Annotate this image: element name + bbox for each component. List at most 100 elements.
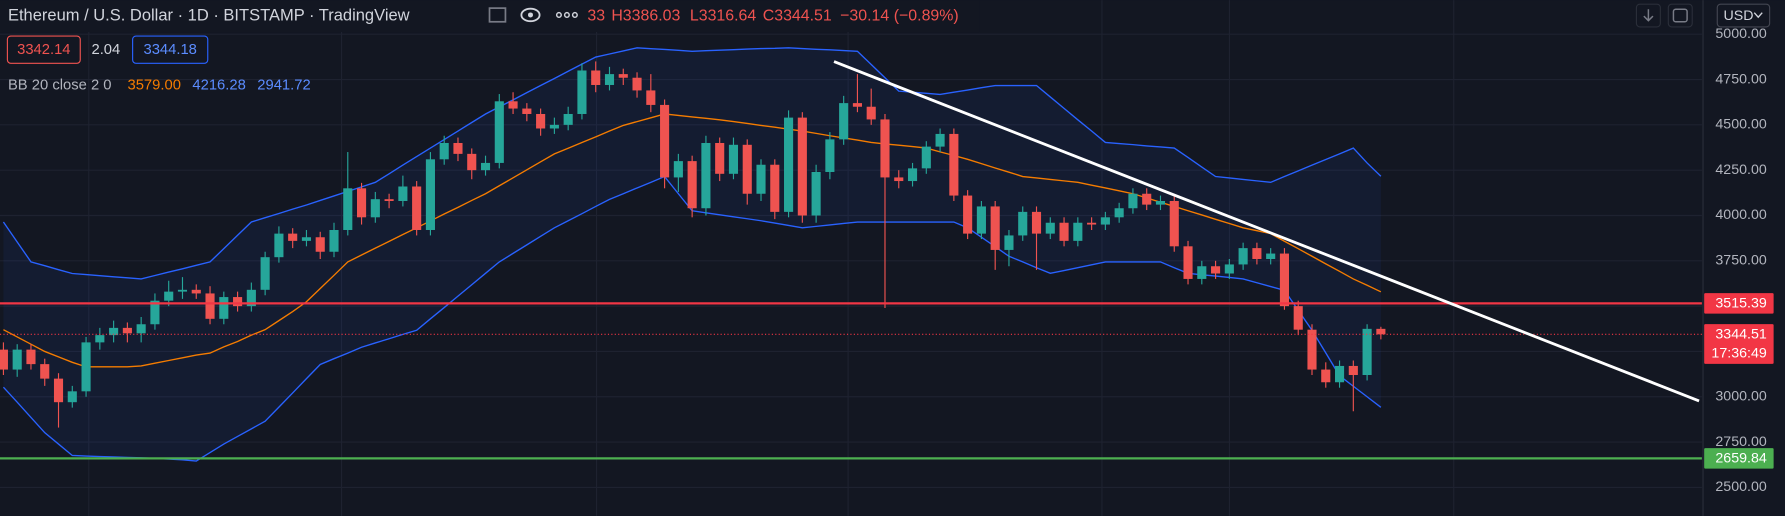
candle-body — [12, 349, 22, 370]
candle-body — [288, 233, 298, 241]
y-tick-label: 4000.00 — [1715, 207, 1766, 223]
candle-body — [1334, 365, 1345, 383]
candle-body — [1211, 266, 1221, 274]
candle-body — [894, 177, 904, 182]
fullscreen-icon — [1672, 8, 1688, 23]
candle-body — [742, 144, 752, 194]
candle-body — [329, 229, 339, 252]
sell-button[interactable] — [6, 35, 81, 64]
indicator-lower: 2941.72 — [257, 77, 310, 93]
candle-body — [384, 199, 394, 201]
candle-body — [1031, 211, 1042, 234]
candle-body — [453, 142, 463, 154]
band-fill — [3, 47, 1381, 462]
flag-icon[interactable] — [488, 7, 507, 23]
candle-body — [880, 119, 890, 178]
candle-body — [136, 324, 146, 334]
candle-body — [1045, 222, 1055, 234]
buy-button[interactable] — [132, 35, 209, 64]
countdown-label: 17:36:49 — [1711, 345, 1766, 361]
candle-body — [728, 144, 739, 174]
price-tag-label: 2659.84 — [1715, 451, 1766, 467]
indicator-upper: 4216.28 — [192, 77, 245, 93]
price-tag — [1704, 293, 1774, 314]
indicator-label: BB 20 close 2 0 — [8, 77, 112, 93]
candle-body — [604, 74, 615, 85]
candle-body — [1073, 222, 1083, 241]
candle-body — [921, 146, 931, 169]
candle-body — [205, 293, 215, 319]
candle-body — [1224, 264, 1234, 274]
grid — [0, 33, 1702, 488]
scroll-button[interactable] — [1635, 3, 1661, 28]
candle-body — [1169, 200, 1179, 247]
candle-body — [756, 164, 766, 194]
last-price-label: 3344.51 — [1715, 327, 1766, 343]
candle-body — [618, 74, 628, 78]
candle-body — [219, 297, 229, 319]
candle-body — [687, 161, 697, 209]
y-tick-label: 2750.00 — [1715, 434, 1766, 450]
dropdown-caret — [1753, 12, 1763, 19]
candle-body — [1362, 328, 1372, 376]
candle-body — [508, 101, 518, 109]
y-tick-label: 3750.00 — [1715, 253, 1766, 269]
candle-body — [425, 159, 435, 230]
candle-body — [1100, 217, 1110, 225]
y-tick-label: 5000.00 — [1715, 26, 1766, 42]
candle-body — [784, 117, 794, 212]
candle-body — [260, 257, 270, 290]
candle-body — [976, 206, 986, 234]
candle-body — [1348, 365, 1358, 376]
down-arrow-icon — [1643, 9, 1654, 22]
candle-body — [122, 327, 132, 334]
candle-body — [467, 153, 477, 171]
candle-body — [1018, 211, 1028, 236]
bb-basis — [3, 113, 1382, 368]
candle-body — [53, 378, 64, 403]
candle-body — [549, 124, 559, 129]
candle-body — [715, 142, 725, 174]
ohlc-open: 33 — [587, 7, 605, 24]
ohlc-change: −30.14 (−0.89%) — [840, 7, 959, 24]
eye-icon[interactable] — [520, 7, 541, 23]
sell-price: 3342.14 — [17, 42, 70, 58]
vertical-grid — [88, 0, 1455, 516]
candle-body — [990, 206, 1000, 250]
candle-body — [191, 289, 201, 294]
candle-body — [1238, 248, 1248, 265]
candle-body — [150, 300, 160, 325]
candle-body — [439, 142, 449, 160]
candle-body — [1376, 328, 1386, 335]
candle-body — [315, 237, 325, 252]
y-tick-label: 4500.00 — [1715, 117, 1766, 133]
fullscreen-button[interactable] — [1667, 3, 1693, 28]
y-tick-label: 3000.00 — [1715, 389, 1766, 405]
candle-body — [536, 113, 546, 129]
candle-body — [1293, 306, 1303, 330]
more-icon[interactable] — [555, 11, 578, 18]
y-tick-label: 4750.00 — [1715, 71, 1766, 87]
candle-body — [701, 142, 711, 209]
currency-button[interactable] — [1716, 3, 1771, 28]
candle-body — [370, 199, 380, 218]
plot — [0, 47, 1386, 462]
candle-body — [109, 327, 119, 336]
candle-body — [1183, 246, 1193, 279]
candle-body — [1142, 193, 1152, 205]
candle-body — [1279, 253, 1290, 307]
indicator-basis: 3579.00 — [128, 77, 181, 93]
ohlc-close: C3344.51 — [763, 7, 832, 24]
candle-body — [811, 171, 821, 216]
candle-body — [949, 133, 959, 196]
candle-body — [1087, 222, 1097, 225]
candle-body — [95, 335, 105, 343]
candle-body — [632, 77, 642, 91]
candle-body — [494, 101, 504, 163]
candle-body — [673, 161, 683, 178]
y-tick-label: 2500.00 — [1715, 479, 1766, 495]
candle-body — [177, 289, 188, 292]
candle-body — [1059, 222, 1069, 241]
candle-body — [274, 233, 284, 258]
